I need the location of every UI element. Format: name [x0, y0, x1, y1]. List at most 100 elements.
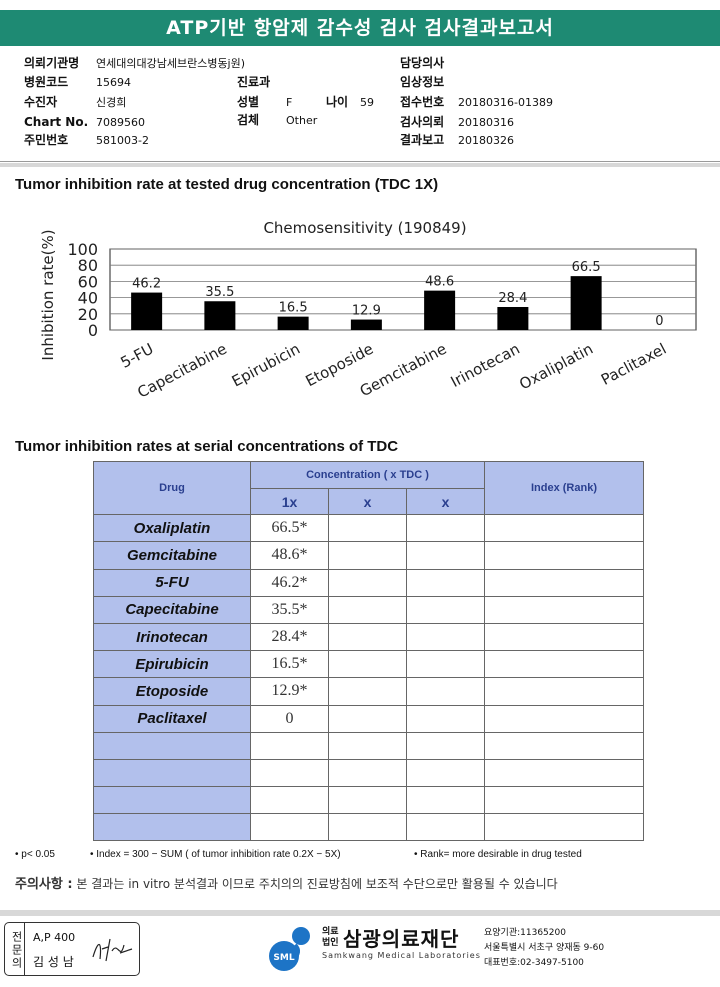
handwritten-signature	[92, 938, 133, 962]
bar-data-label: 35.5	[205, 285, 234, 300]
specimen-label: 검체	[237, 113, 260, 127]
empty-cell	[406, 514, 485, 543]
report-date-value: 20180326	[458, 134, 514, 147]
empty-cell	[406, 786, 485, 815]
bar-data-label: 48.6	[425, 275, 454, 290]
signature-name: 김 성 남	[33, 955, 74, 969]
examinee-value: 신경희	[96, 96, 127, 109]
chart-no-value: 7089560	[96, 116, 145, 129]
table-row: Irinotecan 28.4*	[93, 622, 644, 652]
bar	[204, 301, 236, 330]
divider	[0, 161, 720, 162]
empty-cell	[93, 731, 251, 760]
empty-cell	[484, 786, 644, 815]
request-date-value: 20180316	[458, 116, 514, 129]
report-date-label: 결과보고	[400, 133, 445, 147]
chart-no-label: Chart No.	[24, 115, 89, 129]
empty-cell	[406, 541, 485, 570]
index-header: Index (Rank)	[484, 460, 644, 516]
chart-ylabel: Inhibition rate(%)	[39, 229, 57, 360]
empty-cell	[484, 704, 644, 733]
drug-name: Epirubicin	[93, 650, 251, 679]
sex-label: 성별	[237, 95, 260, 109]
y-tick-label: 80	[78, 256, 98, 275]
conc-1x-header: 1x	[250, 488, 329, 516]
bar	[277, 316, 309, 330]
empty-cell	[406, 677, 485, 706]
y-tick-label: 0	[88, 321, 98, 340]
table-row: Epirubicin 16.5*	[93, 650, 644, 679]
table-row: Etoposide 12.9*	[93, 677, 644, 706]
x-tick-label: Paclitaxel	[598, 340, 669, 389]
empty-cell	[484, 650, 644, 679]
empty-cell	[484, 758, 644, 788]
empty-cell	[406, 622, 485, 652]
empty-cell	[328, 786, 407, 815]
inhibition-1x-value: 35.5*	[250, 595, 329, 624]
x-tick-label: 5-FU	[118, 340, 157, 372]
table-row: 5-FU 46.2*	[93, 568, 644, 597]
drug-header: Drug	[93, 460, 251, 516]
empty-cell	[406, 704, 485, 733]
empty-cell	[93, 786, 251, 815]
empty-cell	[250, 786, 329, 815]
table-row	[93, 813, 644, 842]
empty-cell	[484, 595, 644, 624]
bar-data-label: 28.4	[498, 291, 527, 306]
empty-cell	[484, 677, 644, 706]
lab-prefix-bottom: 법인	[322, 938, 339, 948]
age-label: 나이	[326, 95, 349, 109]
bar-data-label: 12.9	[352, 304, 381, 319]
empty-cell	[328, 758, 407, 788]
empty-cell	[250, 731, 329, 760]
bar	[424, 290, 456, 330]
empty-cell	[484, 622, 644, 652]
table-row: Oxaliplatin 66.5*	[93, 514, 644, 543]
y-tick-label: 20	[78, 305, 98, 324]
section-title-table: Tumor inhibition rates at serial concent…	[15, 438, 399, 455]
empty-cell	[484, 541, 644, 570]
specimen-value: Other	[286, 114, 318, 127]
lab-code: 요양기관:11365200	[484, 928, 566, 938]
inhibition-1x-value: 12.9*	[250, 677, 329, 706]
x-tick-label: Irinotecan	[448, 340, 523, 391]
table-row	[93, 758, 644, 788]
empty-cell	[328, 813, 407, 842]
empty-cell	[93, 758, 251, 788]
empty-cell	[406, 813, 485, 842]
conc-x-header: x	[328, 488, 407, 516]
footnote-rank: • Rank= more desirable in drug tested	[414, 849, 582, 860]
conc-x-header: x	[406, 488, 485, 516]
empty-cell	[328, 568, 407, 597]
bar	[497, 306, 529, 330]
institution-label: 의뢰기관명	[24, 56, 80, 70]
divider-shadow	[0, 163, 720, 167]
drug-name: Oxaliplatin	[93, 514, 251, 543]
examinee-label: 수진자	[24, 95, 58, 109]
notice-label: 주의사항 :	[15, 877, 73, 892]
empty-cell	[328, 622, 407, 652]
empty-cell	[250, 758, 329, 788]
inhibition-1x-value: 0	[250, 704, 329, 733]
specialist-label: 전문의	[5, 923, 25, 975]
chart-title: Chemosensitivity (190849)	[263, 219, 466, 237]
concentration-header: Concentration ( x TDC )	[250, 460, 485, 490]
bar	[350, 319, 382, 330]
bar-data-label: 0	[655, 314, 663, 329]
hospital-code-value: 15694	[96, 76, 131, 89]
table-row	[93, 786, 644, 815]
empty-cell	[484, 568, 644, 597]
bar	[131, 292, 163, 330]
institution-value: 연세대의대강남세브란스병동j원)	[96, 57, 246, 70]
bar-data-label: 46.2	[132, 277, 161, 292]
clinical-info-label: 임상정보	[400, 75, 445, 89]
resident-no-label: 주민번호	[24, 133, 69, 147]
drug-name: Irinotecan	[93, 622, 251, 652]
empty-cell	[406, 568, 485, 597]
empty-cell	[250, 813, 329, 842]
chemosensitivity-chart: Chemosensitivity (190849) Inhibition rat…	[39, 219, 697, 402]
sex-value: F	[286, 96, 293, 109]
chart-bar-labels: 46.2 35.5 16.5 12.9 48.6 28.4 66.5 0	[132, 260, 663, 329]
accession-label: 접수번호	[400, 95, 445, 109]
